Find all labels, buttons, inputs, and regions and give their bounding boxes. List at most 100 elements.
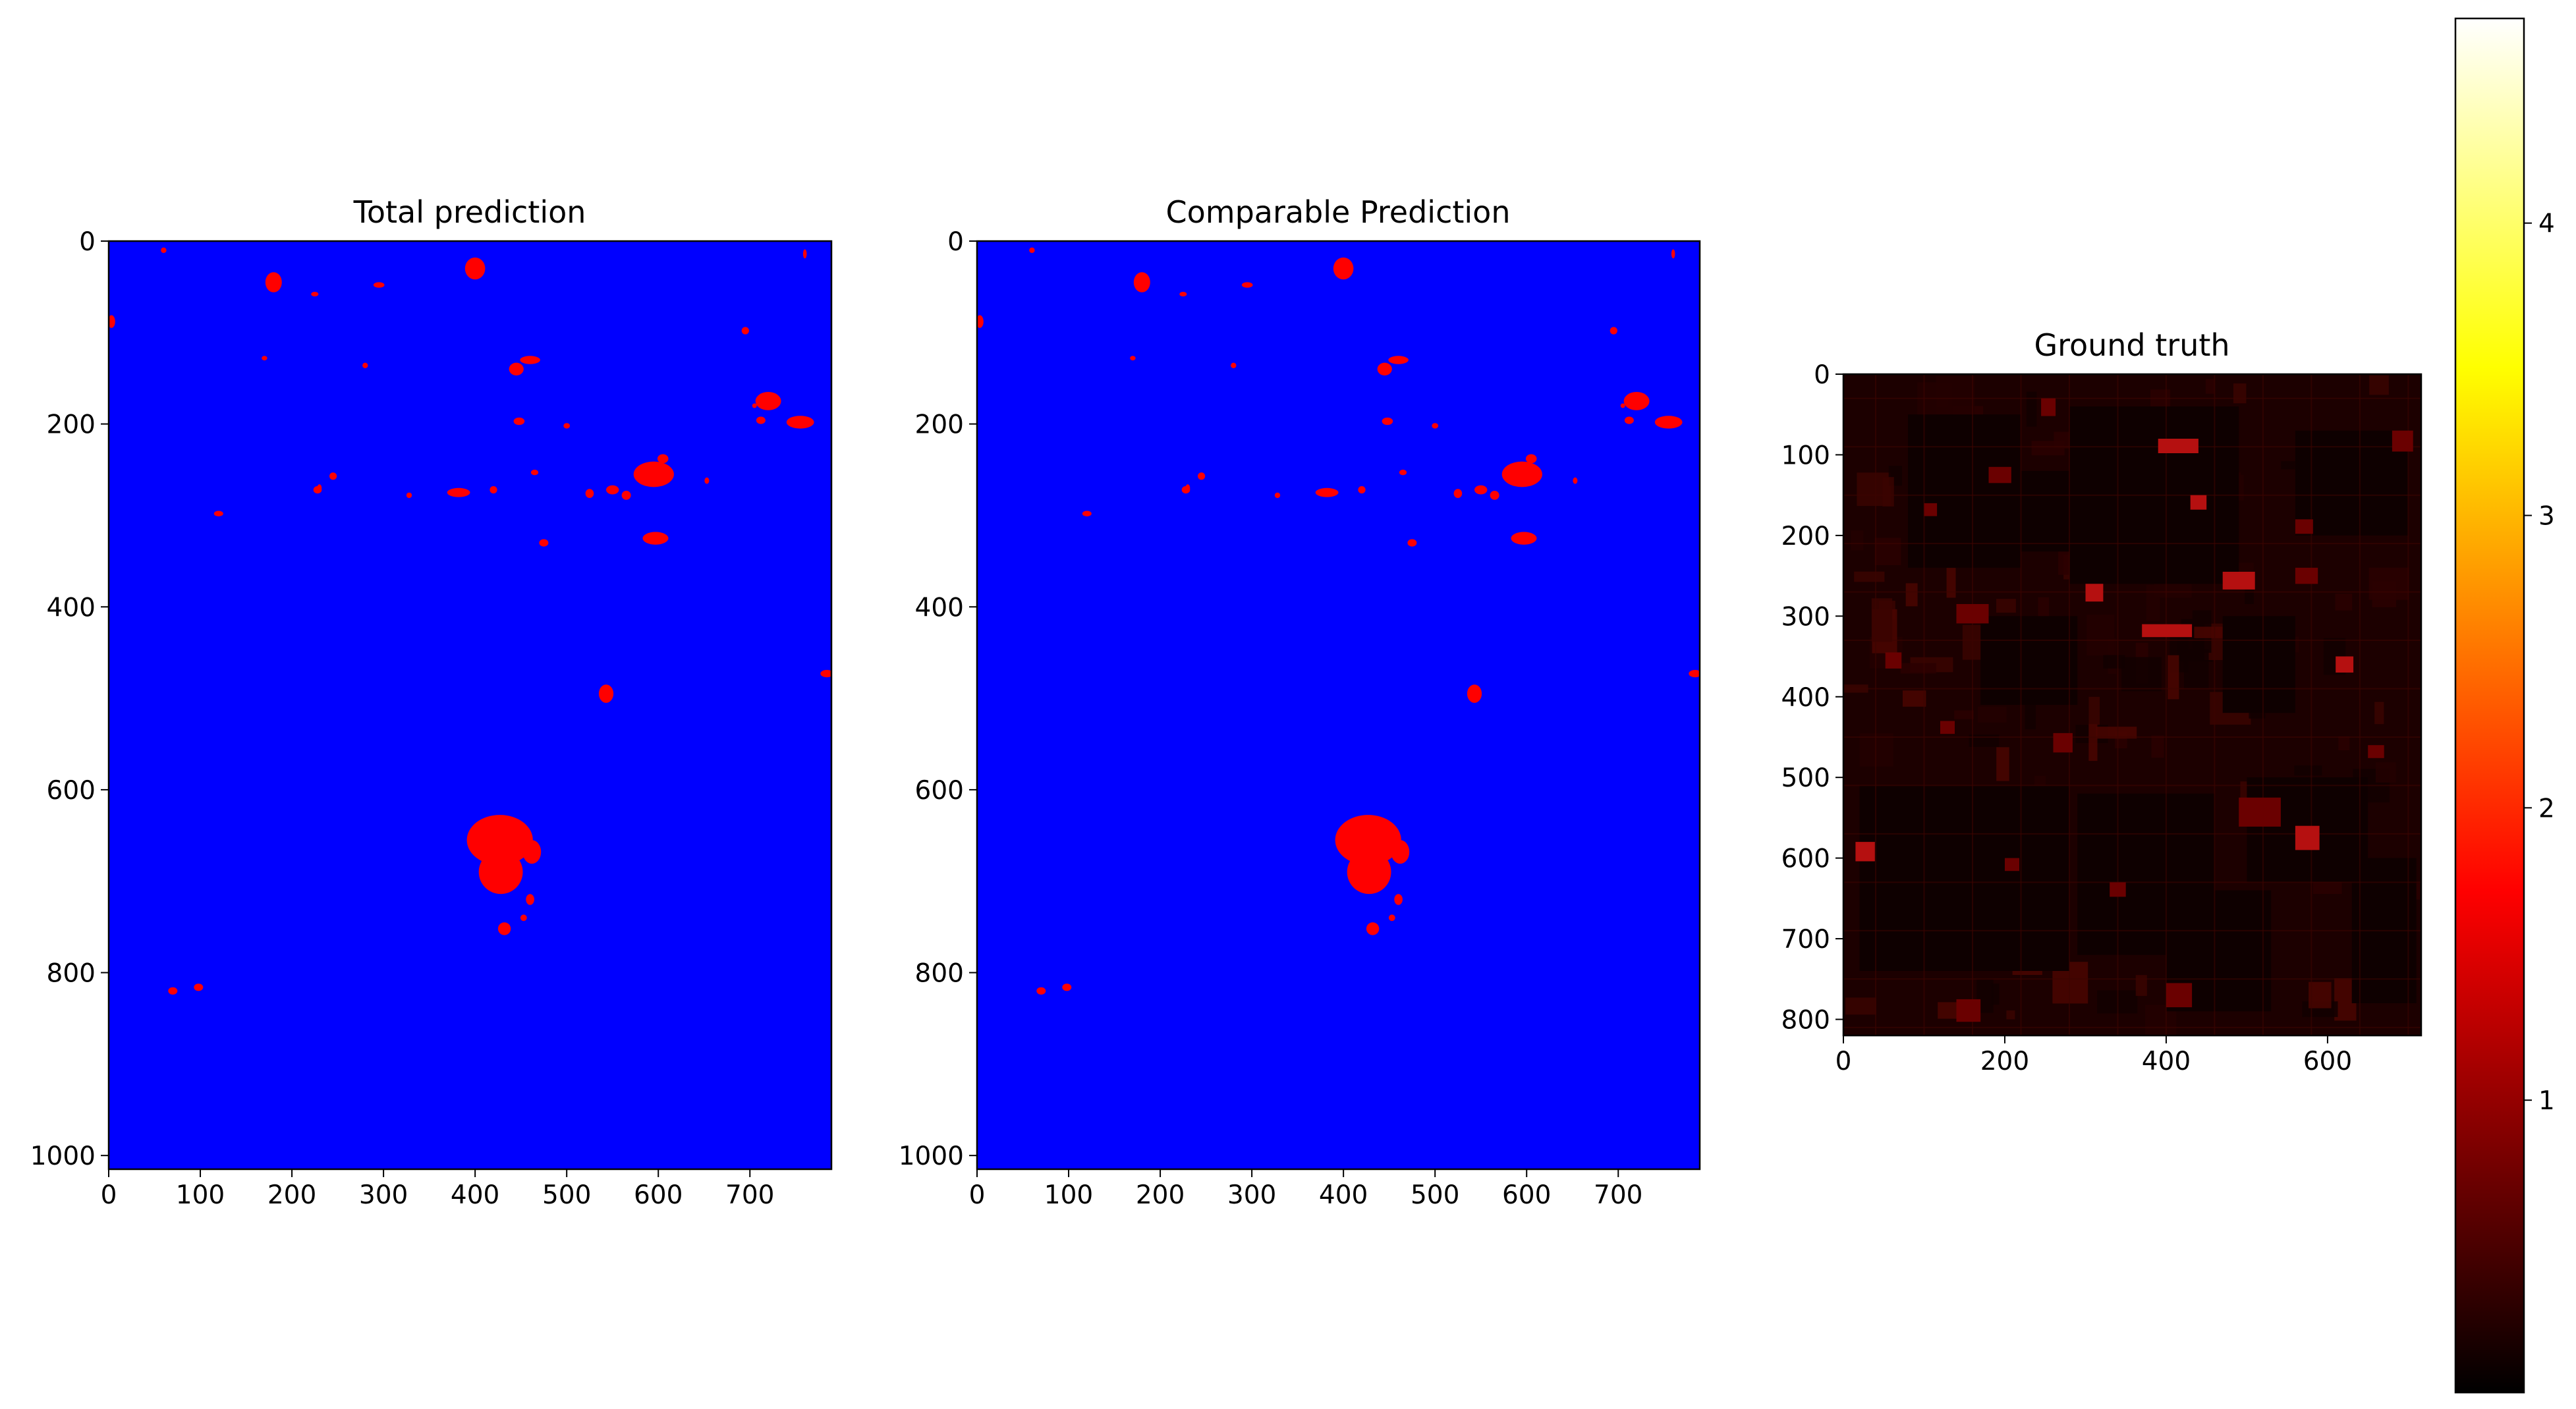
prediction-region <box>1525 454 1537 464</box>
y-tick-label: 0 <box>79 227 96 257</box>
texture-patch <box>1996 747 2009 781</box>
bright-patch <box>2005 858 2019 871</box>
dark-field <box>2222 616 2295 713</box>
dark-field <box>1859 785 2069 971</box>
y-tick-label: 400 <box>1781 683 1830 713</box>
texture-patch <box>1845 997 1876 1015</box>
prediction-region <box>1130 356 1136 361</box>
image-frame <box>107 240 833 1171</box>
texture-patch <box>2233 383 2247 404</box>
y-tick-label: 200 <box>47 410 96 440</box>
x-tick-label: 100 <box>1044 1180 1093 1210</box>
bright-patch <box>1956 999 1981 1022</box>
texture-patch <box>2294 765 2322 776</box>
prediction-region <box>1062 983 1072 991</box>
y-tick-label: 600 <box>915 776 964 806</box>
x-tick-label: 300 <box>359 1180 408 1210</box>
y-tick-label: 0 <box>1814 360 1830 390</box>
prediction-region <box>1654 416 1683 429</box>
texture-patch <box>1871 598 1893 642</box>
prediction-region <box>1501 461 1542 487</box>
y-tick-label: 200 <box>915 410 964 440</box>
y-tick-label: 600 <box>1781 844 1830 874</box>
image-background <box>109 241 831 1169</box>
bright-patch <box>1885 652 1902 669</box>
prediction-region <box>585 489 594 498</box>
x-tick-label: 0 <box>1835 1047 1852 1076</box>
x-tick-label: 200 <box>1980 1047 2029 1076</box>
texture-patch <box>2121 657 2162 692</box>
y-tick-label: 800 <box>47 959 96 989</box>
x-tick-label: 400 <box>451 1180 499 1210</box>
x-tick-label: 700 <box>725 1180 774 1210</box>
prediction-region <box>478 850 523 895</box>
bright-patch <box>2053 732 2073 753</box>
prediction-region <box>563 423 571 429</box>
colorbar-tick-label: 3 <box>2538 502 2555 532</box>
prediction-region <box>1333 257 1354 280</box>
colorbar-gradient <box>2454 17 2525 1394</box>
prediction-region <box>406 492 412 499</box>
prediction-region <box>1623 392 1650 410</box>
texture-patch <box>2151 735 2164 758</box>
bright-patch <box>2295 825 2320 850</box>
prediction-region <box>1610 327 1617 335</box>
prediction-region <box>657 454 669 464</box>
y-tick-label: 800 <box>1781 1006 1830 1036</box>
x-tick-label: 0 <box>969 1180 986 1210</box>
texture-patch <box>1900 663 1936 674</box>
y-tick-label: 0 <box>947 227 964 257</box>
prediction-region <box>168 987 178 995</box>
prediction-region <box>1671 249 1675 259</box>
prediction-region <box>1231 362 1237 368</box>
prediction-region <box>820 670 831 678</box>
texture-patch <box>2168 655 2179 700</box>
prediction-region <box>490 486 497 494</box>
panel-comparable-prediction: Comparable Prediction 0 100 200 300 400 500 60… <box>899 194 1701 1210</box>
bright-patch <box>1855 842 1875 862</box>
y-tick-label: 400 <box>47 593 96 622</box>
prediction-region <box>526 894 534 905</box>
texture-patch <box>1854 571 1885 582</box>
prediction-region <box>1490 491 1499 500</box>
bright-patch <box>2295 519 2313 534</box>
x-tick-label: 100 <box>176 1180 225 1210</box>
prediction-region <box>1198 472 1206 480</box>
prediction-region <box>109 315 115 328</box>
prediction-region <box>977 315 984 328</box>
prediction-region <box>1274 492 1281 499</box>
dark-field <box>1980 616 2078 705</box>
texture-patch <box>2086 614 2115 656</box>
prediction-region <box>642 532 669 545</box>
dark-field <box>2133 439 2207 536</box>
prediction-region <box>1511 532 1537 545</box>
prediction-region <box>1394 894 1403 905</box>
texture-patch <box>1874 538 1901 565</box>
prediction-region <box>520 914 527 922</box>
bright-patch <box>2166 983 2193 1008</box>
prediction-region <box>497 922 511 935</box>
y-tick-label: 1000 <box>899 1142 964 1171</box>
x-tick-label: 400 <box>1319 1180 1368 1210</box>
prediction-region <box>265 272 282 292</box>
prediction-region <box>786 416 814 429</box>
bright-patch <box>2190 495 2207 510</box>
bright-patch <box>2158 439 2198 453</box>
texture-patch <box>2369 375 2389 395</box>
bright-patch <box>2239 797 2281 827</box>
x-tick-label: 200 <box>267 1180 316 1210</box>
x-tick-label: 400 <box>2142 1047 2191 1076</box>
x-tick-label: 600 <box>1502 1180 1551 1210</box>
y-tick-label: 200 <box>1781 522 1830 551</box>
prediction-region <box>311 292 319 296</box>
x-tick-label: 500 <box>1411 1180 1459 1210</box>
texture-patch <box>2031 441 2065 456</box>
panel-title: Comparable Prediction <box>1166 194 1511 230</box>
prediction-region <box>1624 416 1634 424</box>
prediction-region <box>509 362 524 375</box>
prediction-region <box>1620 403 1625 408</box>
image-frame <box>976 240 1701 1171</box>
panel-title: Total prediction <box>353 194 586 230</box>
prediction-region <box>530 470 539 476</box>
texture-patch <box>2335 594 2353 611</box>
